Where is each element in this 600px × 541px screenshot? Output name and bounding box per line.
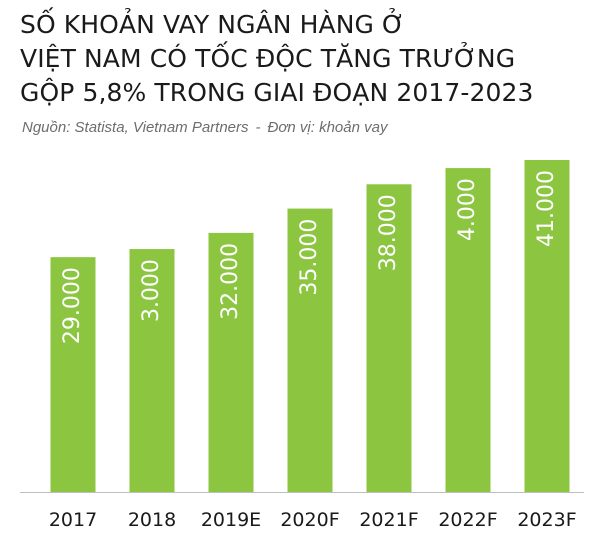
bar-value-label-2019e: 32.000 [218, 243, 243, 320]
bar-value-label-2023f: 41.000 [534, 170, 559, 247]
bar-value-label-2022f: 4.000 [455, 178, 480, 241]
chart-title-line-1: SỐ KHOẢN VAY NGÂN HÀNG Ở [20, 10, 405, 39]
bar-2017 [50, 257, 96, 492]
bar-2018 [129, 249, 175, 492]
chart-title-line-2: VIỆT NAM CÓ TỐC ĐỘC TĂNG TRƯỞNG [20, 44, 516, 73]
x-tick-label-2020f: 2020F [280, 509, 339, 531]
bar-2023f [524, 160, 570, 492]
chart-subtitle: Nguồn: Statista, Vietnam Partners - Đơn vị… [22, 119, 387, 136]
unit-note: Đơn vị: khoản vay [267, 119, 388, 136]
source-note: Nguồn: Statista, Vietnam Partners [22, 119, 249, 136]
bar-value-label-2020f: 35.000 [297, 219, 322, 296]
chart-title: SỐ KHOẢN VAY NGÂN HÀNG Ở VIỆT NAM CÓ TỐC… [20, 8, 595, 110]
bar-value-label-2017: 29.000 [60, 267, 85, 344]
bar-2020f [287, 208, 333, 492]
x-tick-label-2023f: 2023F [517, 509, 576, 531]
bar-value-label-2021f: 38.000 [376, 194, 401, 271]
bar-2019e [208, 232, 254, 492]
x-tick-label-2017: 2017 [49, 509, 97, 531]
subtitle-separator: - [255, 119, 261, 136]
chart-title-line-3: GỘP 5,8% TRONG GIAI ĐOẠN 2017-2023 [20, 78, 534, 107]
x-tick-label-2021f: 2021F [359, 509, 418, 531]
bar-2021f [366, 184, 412, 493]
x-tick-label-2022f: 2022F [438, 509, 497, 531]
x-tick-label-2018: 2018 [128, 509, 176, 531]
x-tick-label-2019e: 2019E [201, 509, 261, 531]
bar-value-label-2018: 3.000 [139, 259, 164, 322]
bar-2022f [445, 168, 491, 492]
